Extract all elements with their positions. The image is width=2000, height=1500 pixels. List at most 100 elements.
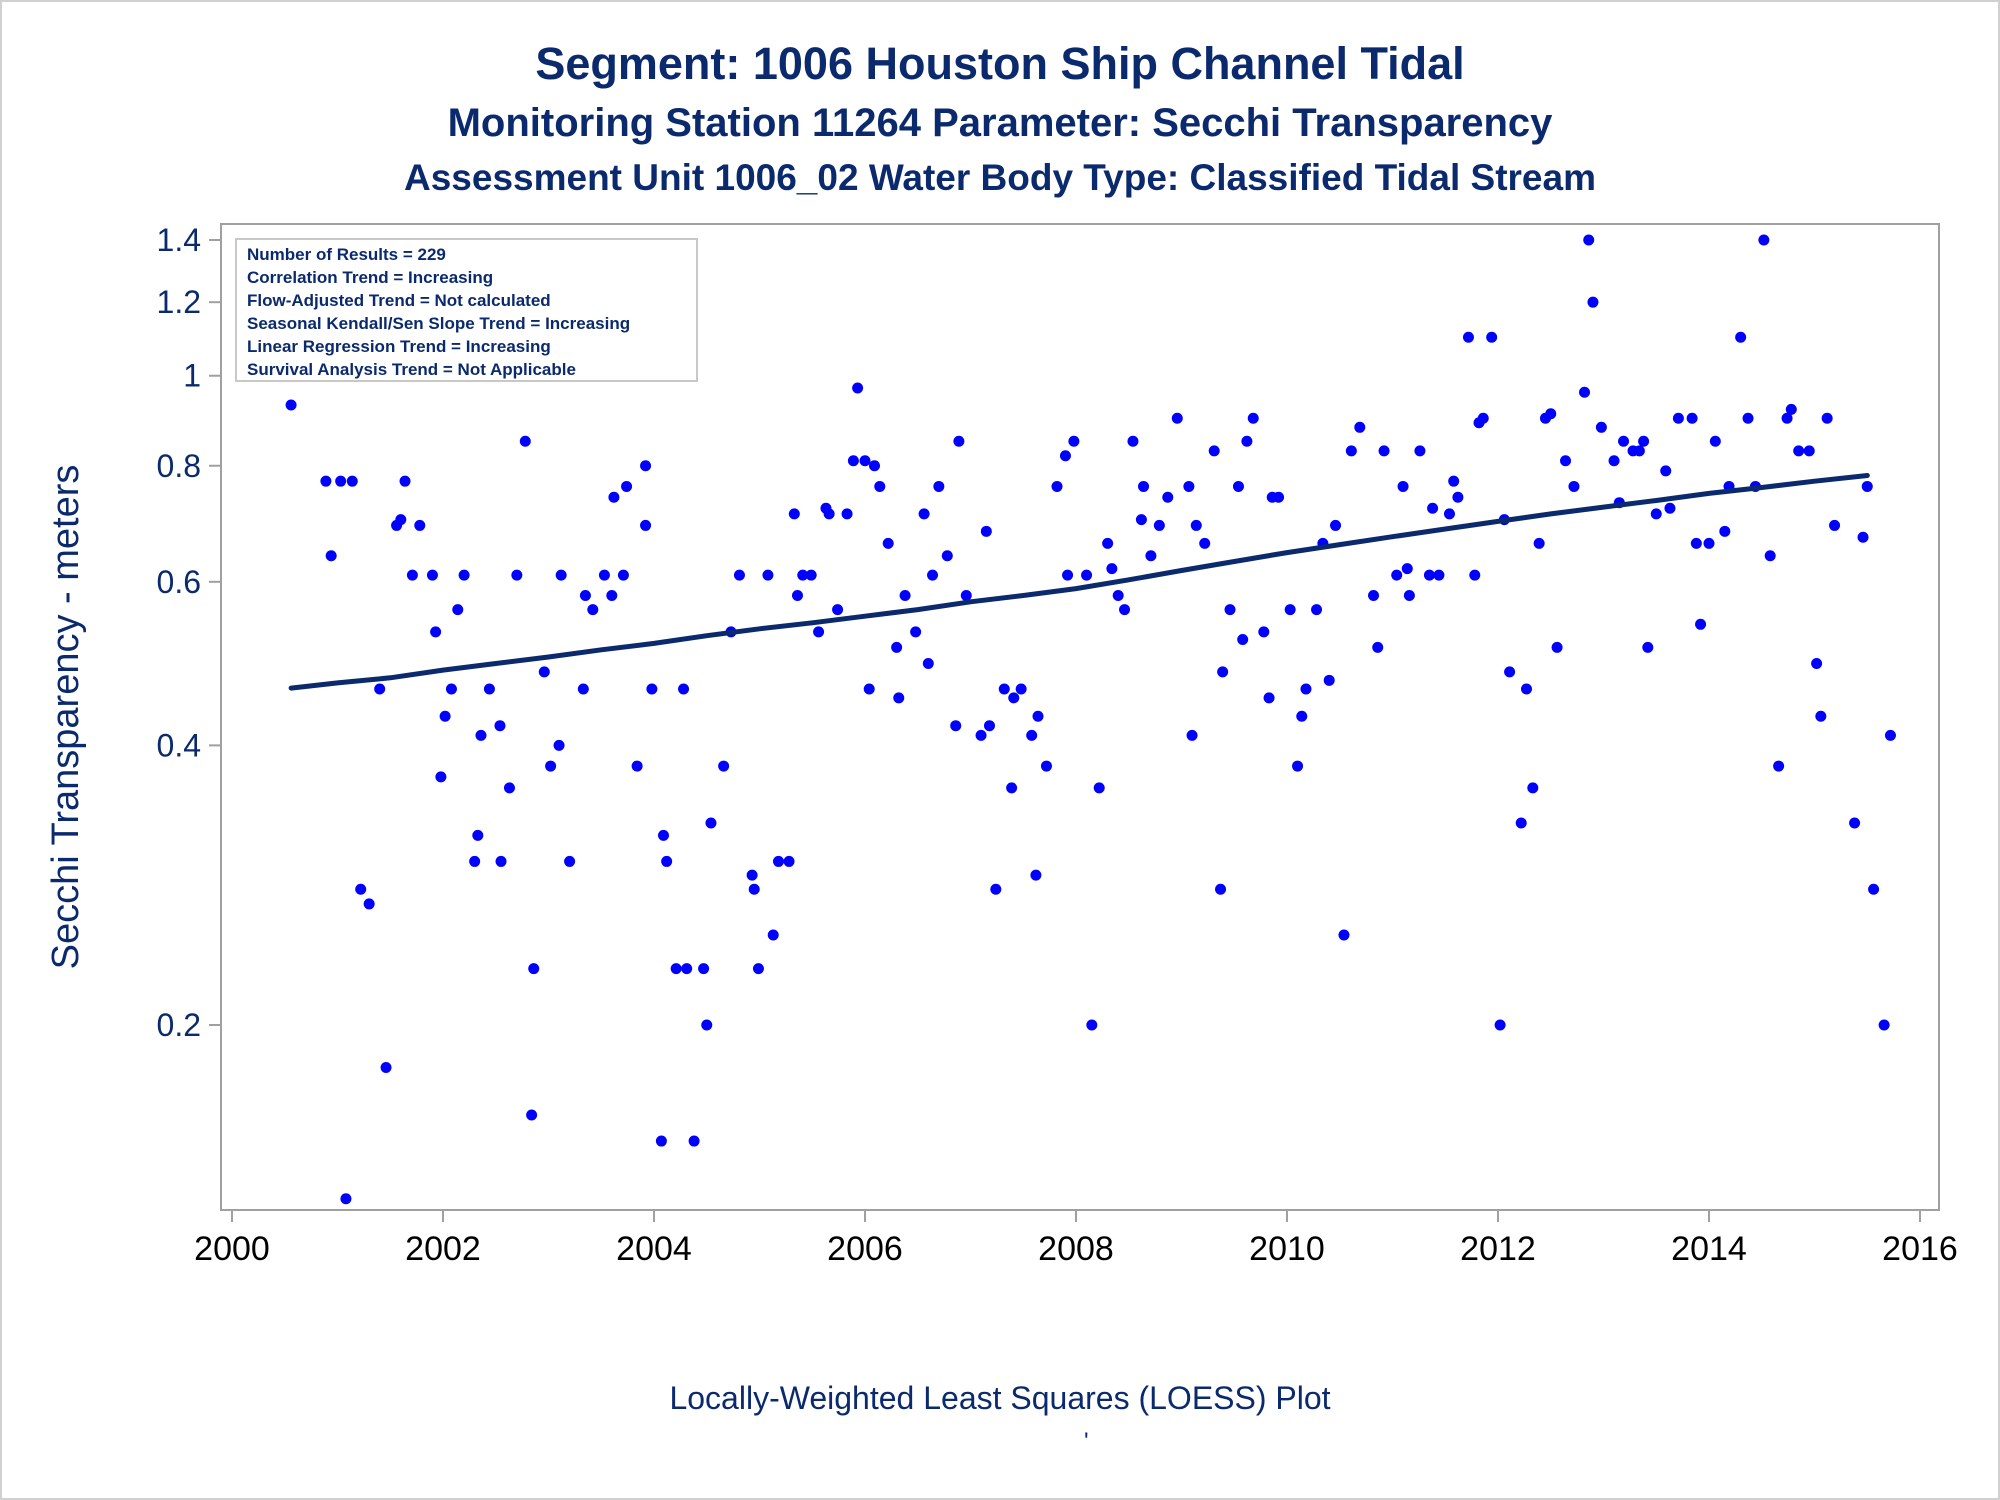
- x-tick-label: 2006: [827, 1230, 903, 1268]
- data-point: [1354, 421, 1366, 433]
- data-point: [1815, 710, 1827, 722]
- data-point: [1735, 331, 1747, 343]
- trend-line-group: [288, 473, 1870, 691]
- data-point: [1545, 408, 1557, 420]
- data-point: [538, 666, 550, 678]
- data-point: [1878, 1019, 1890, 1031]
- data-point: [910, 626, 922, 638]
- data-point: [1102, 537, 1114, 549]
- y-tick-label: 0.2: [157, 1007, 201, 1043]
- data-point: [1015, 683, 1027, 695]
- data-point: [1469, 569, 1481, 581]
- data-point: [1486, 331, 1498, 343]
- data-point: [1330, 519, 1342, 531]
- data-point: [678, 683, 690, 695]
- data-point: [1560, 455, 1572, 467]
- data-point: [1397, 480, 1409, 492]
- legend-line: Seasonal Kendall/Sen Slope Trend = Incre…: [247, 314, 630, 333]
- data-point: [458, 569, 470, 581]
- data-point: [545, 760, 557, 772]
- data-point: [701, 1019, 713, 1031]
- data-point: [1579, 386, 1591, 398]
- data-point: [1793, 445, 1805, 457]
- data-point: [1829, 519, 1841, 531]
- data-point: [813, 626, 825, 638]
- data-point: [1215, 883, 1227, 895]
- data-point: [1857, 531, 1869, 543]
- data-point: [1224, 604, 1236, 616]
- data-point: [1709, 435, 1721, 447]
- data-point: [748, 883, 760, 895]
- x-tick-label: 2014: [1671, 1230, 1747, 1268]
- data-point: [340, 1193, 352, 1205]
- data-point: [608, 491, 620, 503]
- data-point: [445, 683, 457, 695]
- data-point: [1273, 491, 1285, 503]
- data-point: [1217, 666, 1229, 678]
- data-point: [941, 550, 953, 562]
- data-point: [475, 729, 487, 741]
- data-point: [788, 508, 800, 520]
- y-tick-label: 0.4: [157, 727, 201, 763]
- data-point: [1247, 412, 1259, 424]
- data-point: [325, 550, 337, 562]
- data-point: [406, 569, 418, 581]
- data-point: [1527, 782, 1539, 794]
- data-point: [1811, 658, 1823, 670]
- data-point: [564, 855, 576, 867]
- data-point: [1171, 412, 1183, 424]
- data-point: [1199, 537, 1211, 549]
- data-point: [852, 382, 864, 394]
- y-tick-label: 1.2: [157, 284, 201, 320]
- data-point: [718, 760, 730, 772]
- data-point: [1135, 514, 1147, 526]
- data-point: [399, 475, 411, 487]
- data-point: [1884, 729, 1896, 741]
- data-point: [1504, 666, 1516, 678]
- chart-subtitle-assessment: Assessment Unit 1006_02 Water Body Type:…: [404, 157, 1596, 198]
- chart-title: Segment: 1006 Houston Ship Channel Tidal: [535, 38, 1465, 89]
- y-tick-label: 1.4: [157, 222, 201, 258]
- data-point: [1190, 519, 1202, 531]
- data-point: [483, 683, 495, 695]
- data-point: [1081, 569, 1093, 581]
- y-axis-label: Secchi Transparency - meters: [45, 465, 87, 970]
- data-point: [1086, 1019, 1098, 1031]
- data-point: [841, 508, 853, 520]
- data-point: [950, 720, 962, 732]
- data-point: [983, 720, 995, 732]
- x-tick-label: 2004: [616, 1230, 692, 1268]
- data-point: [511, 569, 523, 581]
- data-point: [1821, 412, 1833, 424]
- data-point: [1427, 502, 1439, 514]
- data-point: [1153, 519, 1165, 531]
- data-point: [1263, 692, 1275, 704]
- data-point: [1292, 760, 1304, 772]
- data-point: [495, 855, 507, 867]
- data-point: [746, 869, 758, 881]
- data-point: [752, 963, 764, 975]
- data-point: [435, 771, 447, 783]
- data-point: [617, 569, 629, 581]
- data-point: [1093, 782, 1105, 794]
- data-point: [661, 855, 673, 867]
- data-point: [681, 963, 693, 975]
- legend-line: Number of Results = 229: [247, 245, 446, 264]
- footer-caption: Locally-Weighted Least Squares (LOESS) P…: [669, 1380, 1331, 1416]
- data-point: [346, 475, 358, 487]
- data-point: [430, 626, 442, 638]
- data-point: [655, 1135, 667, 1147]
- data-point: [1311, 604, 1323, 616]
- data-point: [439, 710, 451, 722]
- data-point: [990, 883, 1002, 895]
- data-point: [1119, 604, 1131, 616]
- data-point: [320, 475, 332, 487]
- data-point: [335, 475, 347, 487]
- data-point: [587, 604, 599, 616]
- data-point: [823, 508, 835, 520]
- data-point: [1533, 537, 1545, 549]
- data-point: [1338, 929, 1350, 941]
- data-point: [1059, 450, 1071, 462]
- data-point: [1849, 817, 1861, 829]
